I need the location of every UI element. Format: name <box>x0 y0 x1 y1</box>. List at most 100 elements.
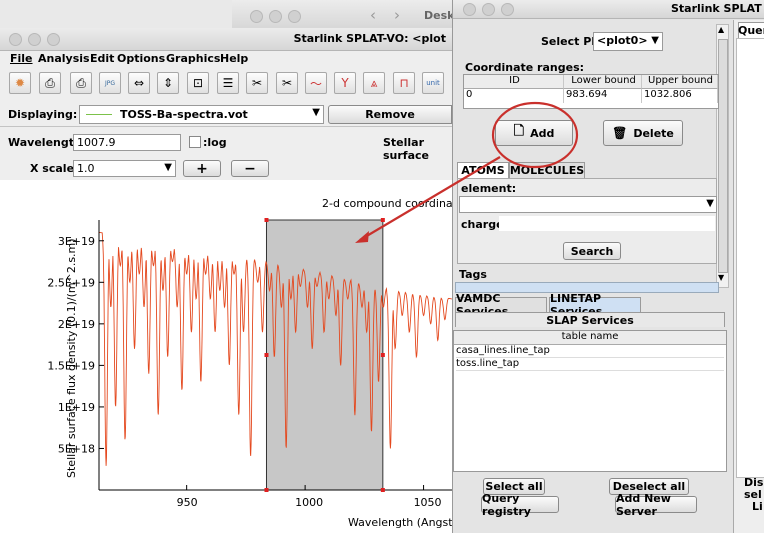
selection-region[interactable] <box>265 219 384 491</box>
chevron-down-icon: ▼ <box>164 162 172 173</box>
list-item[interactable]: casa_lines.line_tap <box>456 345 724 358</box>
chart-title: 2-d compound coordina <box>322 197 452 210</box>
service-table[interactable]: table name casa_lines.line_tap toss.line… <box>453 330 727 472</box>
tab-linetap[interactable]: LINETAP Services <box>549 292 641 318</box>
print-preview-icon[interactable]: ⎙ <box>70 72 92 94</box>
fit-icon[interactable]: ⊡ <box>187 72 209 94</box>
back-arrow-icon[interactable]: ‹ <box>370 6 376 24</box>
y-tick-label-0: 5E+18 <box>58 442 95 455</box>
search-button[interactable]: Search <box>563 242 621 260</box>
spectrum-name: TOSS-Ba-spectra.vot <box>120 108 248 121</box>
line-fit-icon[interactable]: 〜 <box>305 72 327 94</box>
query-list <box>736 38 764 478</box>
xscale-select[interactable]: 1.0 ▼ <box>73 160 176 177</box>
x-tick-label-0: 950 <box>177 496 198 509</box>
list-item[interactable]: toss.line_tap <box>456 358 724 371</box>
scroll-thumb[interactable] <box>718 39 728 273</box>
coordinate-table[interactable]: ID Lower bound Upper bound 0 983.694 103… <box>463 74 719 109</box>
x-axis-label: Wavelength (Angstrom) <box>348 516 452 529</box>
plot-select[interactable]: <plot0> ▼ <box>593 32 663 51</box>
scroll-down-icon[interactable]: ▼ <box>718 273 725 282</box>
zoom-out-button[interactable]: − <box>231 160 269 177</box>
row-id[interactable]: 0 <box>464 89 564 103</box>
wavelength-label: Wavelength: <box>8 136 87 149</box>
window-controls[interactable] <box>9 33 66 49</box>
wavelength-field[interactable]: 1007.9 <box>73 134 181 151</box>
scrollbar-vertical[interactable]: ▲ ▼ <box>716 24 729 288</box>
plot-value: <plot0> <box>597 34 648 47</box>
chevron-down-icon: ▼ <box>706 198 714 209</box>
trash-icon: 🗑 <box>612 126 628 140</box>
peak-icon[interactable]: ⩓ <box>363 72 385 94</box>
add-button[interactable]: 🗋 Add <box>495 120 573 146</box>
selection-handle-0-0 <box>264 218 269 222</box>
tab-query[interactable]: Quer <box>738 22 764 38</box>
cut-all-icon[interactable]: ✂ <box>276 72 298 94</box>
tab-vamdc[interactable]: VAMDC Services <box>455 292 547 318</box>
jpeg-png-icon[interactable]: JPG <box>99 72 121 94</box>
menu-analysis[interactable]: Analysis <box>38 52 90 65</box>
toolbar-divider <box>0 126 452 127</box>
tab-atoms[interactable]: ATOMS <box>457 162 509 178</box>
query-registry-button[interactable]: Query registry <box>481 492 559 518</box>
col-header-lower[interactable]: Lower bound <box>564 75 642 89</box>
scrollbar-horizontal[interactable] <box>455 282 719 293</box>
col-header-upper[interactable]: Upper bound <box>642 75 718 89</box>
step-icon[interactable]: ⊓ <box>393 72 415 94</box>
units-icon[interactable]: unit <box>422 72 444 94</box>
xscale-label: X scale: <box>30 162 79 175</box>
print-icon[interactable]: ⎙ <box>39 72 61 94</box>
vertical-arrows-icon[interactable]: ⇕ <box>157 72 179 94</box>
charge-field[interactable] <box>499 216 715 231</box>
chevron-down-icon: ▼ <box>312 107 320 118</box>
menu-file[interactable]: File <box>10 52 33 65</box>
stellar-surface-label: Stellar surface <box>383 136 429 162</box>
x-tick-label-1: 1000 <box>295 496 323 509</box>
log-label: :log <box>203 136 227 149</box>
remove-button[interactable]: Remove <box>328 105 452 124</box>
side-text-2: sel <box>744 488 762 501</box>
flux-line <box>99 232 452 466</box>
zoom-in-button[interactable]: + <box>183 160 221 177</box>
cut-icon[interactable]: ✂ <box>246 72 268 94</box>
right-window: Starlink SPLAT Select PLOT: <plot0> ▼ ▲ … <box>452 0 764 533</box>
selection-handle-0-2 <box>264 488 269 492</box>
xscale-value: 1.0 <box>77 162 95 175</box>
select-all-button[interactable]: Select all <box>483 478 545 495</box>
spectrum-chart[interactable]: 2-d compound coordina 950 1000 1050 5E+18 1E… <box>0 180 452 533</box>
menu-options[interactable]: Options <box>117 52 166 65</box>
tab-molecules[interactable]: MOLECULES <box>509 162 585 178</box>
line-identify-icon[interactable]: Y <box>334 72 356 94</box>
side-text-3: Li <box>752 500 763 513</box>
add-new-server-button[interactable]: Add New Server <box>615 492 697 518</box>
legend-icon[interactable]: ☰ <box>217 72 239 94</box>
delete-button[interactable]: 🗑 Delete <box>603 120 683 146</box>
spectrum-line-swatch <box>86 114 112 115</box>
element-select[interactable]: ▼ <box>459 196 717 213</box>
colour-wheel-icon[interactable]: ✹ <box>9 72 31 94</box>
scroll-up-icon[interactable]: ▲ <box>718 25 725 34</box>
plot-axes: 950 1000 1050 5E+18 1E+19 1.5E+19 2E+19 2.5E+19… <box>47 220 452 509</box>
menu-graphics[interactable]: Graphics <box>166 52 221 65</box>
horizontal-arrows-icon[interactable]: ⇔ <box>128 72 150 94</box>
spectrum-select[interactable]: TOSS-Ba-spectra.vot ▼ <box>79 105 324 124</box>
right-titlebar: Starlink SPLAT <box>453 0 764 19</box>
y-tick-label-4: 2.5E+19 <box>47 276 95 289</box>
tags-label: Tags <box>459 268 487 281</box>
menu-help[interactable]: Help <box>220 52 249 65</box>
x-tick-label-2: 1050 <box>414 496 442 509</box>
y-tick-label-1: 1E+19 <box>58 401 95 414</box>
menu-edit[interactable]: Edit <box>90 52 115 65</box>
row-lower[interactable]: 983.694 <box>564 89 642 103</box>
table-header[interactable]: table name <box>454 331 726 345</box>
deselect-all-button[interactable]: Deselect all <box>609 478 689 495</box>
tab-slap[interactable]: SLAP Services <box>455 312 725 327</box>
row-upper[interactable]: 1032.806 <box>642 89 718 103</box>
window-controls[interactable] <box>250 10 307 26</box>
window-controls[interactable] <box>463 3 520 19</box>
side-text-1: Dis <box>744 476 764 489</box>
forward-arrow-icon[interactable]: › <box>394 6 400 24</box>
col-header-id[interactable]: ID <box>464 75 564 89</box>
log-checkbox[interactable] <box>189 136 201 148</box>
chevron-down-icon: ▼ <box>651 35 659 46</box>
